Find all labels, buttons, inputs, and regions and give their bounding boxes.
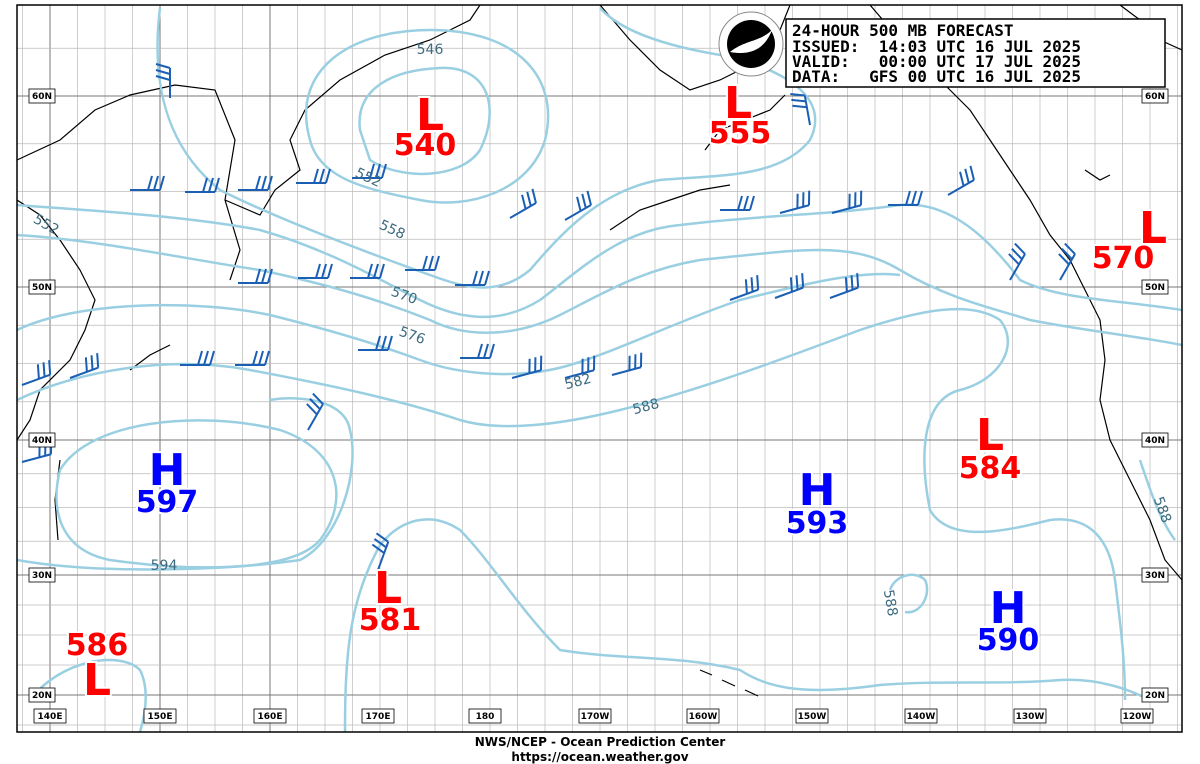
label-box: [361, 708, 395, 724]
lat-label: 30N: [1145, 571, 1165, 581]
lat-label: 50N: [32, 283, 52, 293]
header-line: ISSUED: 14:03 UTC 16 JUL 2025: [792, 37, 1081, 56]
contour: [17, 203, 1182, 319]
center-number: 590: [977, 623, 1040, 658]
label-box: [28, 88, 56, 104]
center-number: 584: [959, 451, 1022, 486]
contour-label: 594: [151, 558, 178, 574]
lat-label: 40N: [32, 436, 52, 446]
contour: [55, 419, 338, 569]
lat-label: 50N: [1145, 283, 1165, 293]
contour: [358, 66, 491, 176]
header-line: DATA: GFS 00 UTC 16 JUL 2025: [792, 67, 1081, 86]
label-box: [1141, 88, 1169, 104]
contour: [17, 397, 354, 571]
contour-label: 588: [880, 588, 900, 617]
logo-bird: [730, 30, 772, 54]
contour-label: 546: [417, 42, 444, 58]
label-box: [468, 708, 502, 724]
lon-label: 180: [476, 712, 495, 722]
contour: [304, 28, 550, 204]
label-box: [1141, 687, 1169, 703]
label-box: [578, 708, 612, 724]
label-box: [904, 708, 938, 724]
center-letter: H: [149, 445, 186, 496]
lon-label: 160E: [258, 712, 283, 722]
label-box: [1141, 567, 1169, 583]
label-box: [1141, 279, 1169, 295]
lon-label: 150W: [798, 712, 827, 722]
lon-label: 170W: [581, 712, 610, 722]
center-number: 586: [66, 628, 129, 663]
lon-label: 140W: [907, 712, 936, 722]
center-letter: L: [1139, 203, 1167, 254]
center-number: 593: [786, 506, 849, 541]
lat-label: 60N: [1145, 92, 1165, 102]
center-letter: H: [799, 465, 836, 516]
lat-label: 60N: [32, 92, 52, 102]
lat-label: 30N: [32, 571, 52, 581]
lon-label: 160W: [689, 712, 718, 722]
label-box: [28, 567, 56, 583]
lon-label: 130W: [1016, 712, 1045, 722]
center-number: 555: [709, 116, 772, 151]
footer-line: NWS/NCEP - Ocean Prediction Center: [475, 735, 726, 749]
contour: [888, 573, 929, 614]
noaa-logo: [718, 11, 784, 77]
contour: [17, 307, 1127, 701]
header-line: 24-HOUR 500 MB FORECAST: [792, 21, 1014, 40]
center-number: 581: [359, 603, 422, 638]
label-box: [686, 708, 720, 724]
label-box: [143, 708, 177, 724]
lon-label: 140E: [38, 712, 63, 722]
label-box: [28, 279, 56, 295]
lon-labels: 140E 150E 160E 170E 180 170W 160W 150W 140W 130W 1…: [33, 708, 1154, 724]
lon-label: 120W: [1123, 712, 1152, 722]
lon-label: 170E: [366, 712, 391, 722]
center-number: 570: [1092, 241, 1155, 276]
coastline: [869, 5, 1182, 581]
center-letter: L: [976, 410, 1004, 461]
label-box: [1141, 432, 1169, 448]
contour: [343, 518, 1151, 732]
contour: [1138, 459, 1177, 541]
label-box: [253, 708, 287, 724]
center-letter: H: [990, 583, 1027, 634]
center-number: 597: [136, 485, 199, 520]
contour: [17, 272, 901, 376]
label-box: [1120, 708, 1154, 724]
center-number: 540: [394, 128, 457, 163]
lat-label: 40N: [1145, 436, 1165, 446]
coastline: [699, 669, 759, 697]
header-line: VALID: 00:00 UTC 17 JUL 2025: [792, 52, 1081, 71]
lat-label: 20N: [1145, 691, 1165, 701]
header-frame: [785, 18, 1166, 88]
center-letter: L: [416, 90, 444, 141]
center-letter: L: [374, 563, 402, 614]
label-box: [795, 708, 829, 724]
contour-labels: 546 552 558 570 576 582 588 594 588 588 …: [30, 42, 1174, 618]
lon-label: 150E: [148, 712, 173, 722]
map-frame: [16, 4, 1183, 733]
label-box: [28, 432, 56, 448]
center-letter: L: [83, 655, 111, 706]
lat-label: 20N: [32, 691, 52, 701]
label-box: [33, 708, 67, 724]
center-letter: L: [724, 78, 752, 129]
footer-line: https://ocean.weather.gov: [511, 750, 688, 764]
coastline: [17, 199, 96, 441]
contour-label: 582: [563, 371, 593, 393]
label-box: [1013, 708, 1047, 724]
lat-labels: 60N 60N 50N 50N 40N 40N 30N 30N 20N 20N: [28, 88, 1169, 703]
label-box: [28, 687, 56, 703]
header-box: 24-HOUR 500 MB FORECAST ISSUED: 14:03 UT…: [785, 18, 1166, 88]
contour-label: 588: [631, 396, 661, 418]
